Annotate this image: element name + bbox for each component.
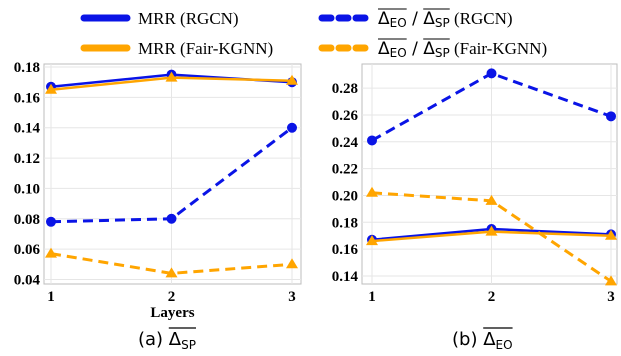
data-point-circle [46,216,56,227]
series-line [50,252,293,275]
legend-subscript: SP [435,16,450,30]
legend-subscript: SP [435,46,450,60]
legend-entry: MRR (RGCN) [80,9,239,28]
data-point-triangle [165,71,178,82]
x-axis-label: Layers [150,305,194,321]
y-tick-label: 0.18 [332,215,358,231]
legend-label: ΔEO / ΔSP (RGCN) [378,9,513,30]
y-tick-label: 0.04 [14,272,41,288]
caption-prefix: (a) [138,329,169,350]
series-dashed-orange [45,247,298,278]
data-point-circle [166,213,177,224]
data-point-triangle [605,229,617,240]
y-tick-label: 0.06 [14,242,41,258]
caption-delta: Δ [169,329,182,350]
legend-label: MRR (Fair-KGNN) [138,39,273,58]
caption-subscript: SP [181,338,196,352]
data-point-triangle [366,235,378,246]
legend-label: MRR (RGCN) [138,9,239,28]
y-tick-label: 0.14 [332,269,359,285]
legend-label: ΔEO / ΔSP (Fair-KGNN) [378,39,547,60]
legend-label-text: MRR (RGCN) [138,9,239,28]
legend-separator: / [407,39,424,59]
legend: MRR (RGCN)MRR (Fair-KGNN)ΔEO / ΔSP (RGCN… [80,8,547,60]
x-tick-label: 1 [368,289,376,305]
data-point-circle [367,135,377,146]
x-tick-label: 2 [488,289,496,305]
series-dashed-blue [367,68,616,146]
data-point-triangle [45,83,57,94]
legend-suffix: (Fair-KGNN) [450,39,547,58]
y-tick-label: 0.08 [14,212,40,228]
legend-entry: ΔEO / ΔSP (Fair-KGNN) [318,38,547,60]
data-point-triangle [485,225,498,236]
series-solid-orange [45,71,298,94]
caption-prefix: (b) [452,329,483,350]
data-point-triangle [286,74,298,85]
y-tick-label: 0.18 [14,60,40,76]
series-solid-orange [366,225,617,246]
chart-panel-b: 0.14 0.16 0.18 0.20 0.22 0.24 0.26 0.28 1 2 3 (b) Δ… [332,63,618,352]
y-tick-label: 0.12 [14,151,40,167]
data-point-circle [486,68,497,79]
y-tick-label: 0.16 [14,90,41,106]
legend-delta-symbol: Δ [378,9,390,29]
y-tick-label: 0.26 [332,108,359,124]
y-tick-label: 0.10 [14,181,40,197]
caption-delta: Δ [483,329,496,350]
x-tick-label: 3 [607,289,615,305]
data-point-triangle [286,258,298,269]
data-point-triangle [485,194,498,205]
legend-separator: / [407,9,424,29]
y-tick-label: 0.24 [332,135,359,151]
data-point-triangle [45,247,57,258]
plot-area [361,63,618,285]
legend-suffix: (RGCN) [450,9,513,28]
legend-delta-symbol: Δ [423,9,435,29]
x-tick-label: 1 [47,289,55,305]
legend-delta-symbol: Δ [423,39,435,59]
legend-entry: MRR (Fair-KGNN) [80,39,273,58]
y-tick-label: 0.16 [332,242,359,258]
y-tick-label: 0.22 [332,162,358,178]
data-point-triangle [165,267,178,278]
y-tick-label: 0.20 [332,188,358,204]
series-dashed-blue [46,122,297,227]
y-tick-label: 0.14 [14,121,41,137]
legend-delta-symbol: Δ [378,39,390,59]
plot-area [43,63,302,285]
data-point-circle [287,122,297,133]
chart-panel-a: 0.04 0.06 0.08 0.10 0.12 0.14 0.16 0.18 1 2 3 Layer… [14,60,302,352]
x-tick-label: 2 [168,289,176,305]
panel-caption: (a) ΔSP [138,329,196,352]
series-dashed-orange [366,186,617,286]
data-point-triangle [366,186,378,197]
data-point-circle [606,111,616,122]
legend-entry: ΔEO / ΔSP (RGCN) [318,8,513,30]
data-point-triangle [605,275,617,286]
caption-subscript: EO [496,338,513,352]
legend-subscript: EO [390,16,407,30]
panel-caption: (b) ΔEO [452,329,513,352]
legend-label-text: MRR (Fair-KGNN) [138,39,273,58]
legend-subscript: EO [390,46,407,60]
y-tick-label: 0.28 [332,81,358,97]
x-tick-label: 3 [288,289,296,305]
